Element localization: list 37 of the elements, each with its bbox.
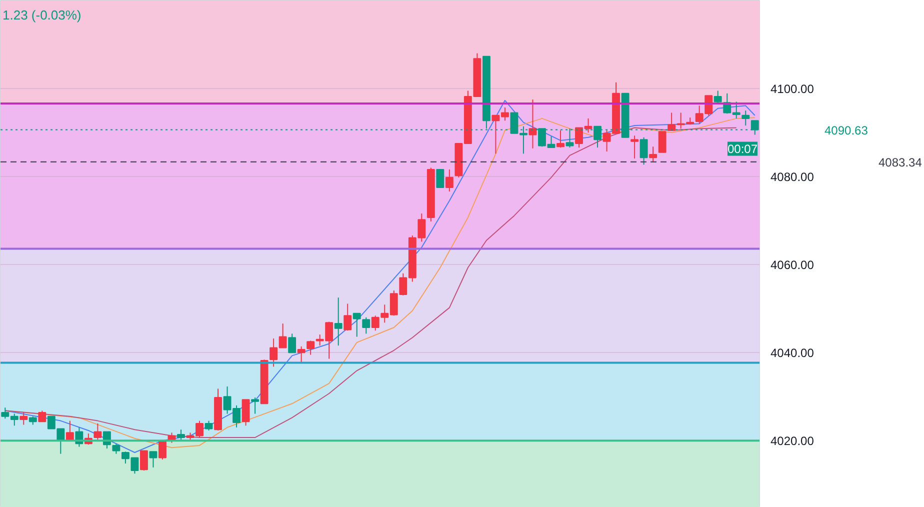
candlestick <box>149 451 158 468</box>
annotation: 1.23 (-0.03%) <box>2 8 82 22</box>
candlestick <box>742 110 750 126</box>
candlestick <box>649 146 658 162</box>
candlestick <box>242 399 250 426</box>
candlestick <box>251 396 260 414</box>
candlestick <box>297 346 306 364</box>
candlestick <box>177 429 185 440</box>
candlestick <box>714 90 722 104</box>
candlestick <box>556 130 564 148</box>
candlestick <box>436 169 444 188</box>
y-tick-label: 4040.00 <box>770 346 814 360</box>
candlestick <box>38 410 46 422</box>
candlestick <box>66 420 74 440</box>
ref-line-label: 4090.63 <box>824 123 868 138</box>
candlestick <box>94 422 102 440</box>
candlestick <box>158 440 166 460</box>
candlestick <box>362 316 370 334</box>
y-tick-label: 4060.00 <box>770 258 814 272</box>
candlestick <box>204 420 213 431</box>
candlestick <box>140 450 148 472</box>
candlestick <box>344 303 352 332</box>
candlestick <box>352 312 361 338</box>
candlestick <box>306 340 315 356</box>
y-tick-label: 4100.00 <box>770 82 814 96</box>
candlestick <box>112 443 120 454</box>
candlestick <box>658 131 666 153</box>
y-tick-label: 4020.00 <box>770 434 814 448</box>
candlestick <box>288 333 296 354</box>
y-tick-label: 4080.00 <box>770 170 814 184</box>
annotation: 00:07 <box>727 142 758 156</box>
candlestick <box>20 412 28 426</box>
candlestick <box>334 297 342 346</box>
ref-line-label: 4083.34 <box>878 155 922 170</box>
candlestick <box>640 136 648 166</box>
candlestick <box>445 169 454 192</box>
candlestick <box>630 135 639 159</box>
